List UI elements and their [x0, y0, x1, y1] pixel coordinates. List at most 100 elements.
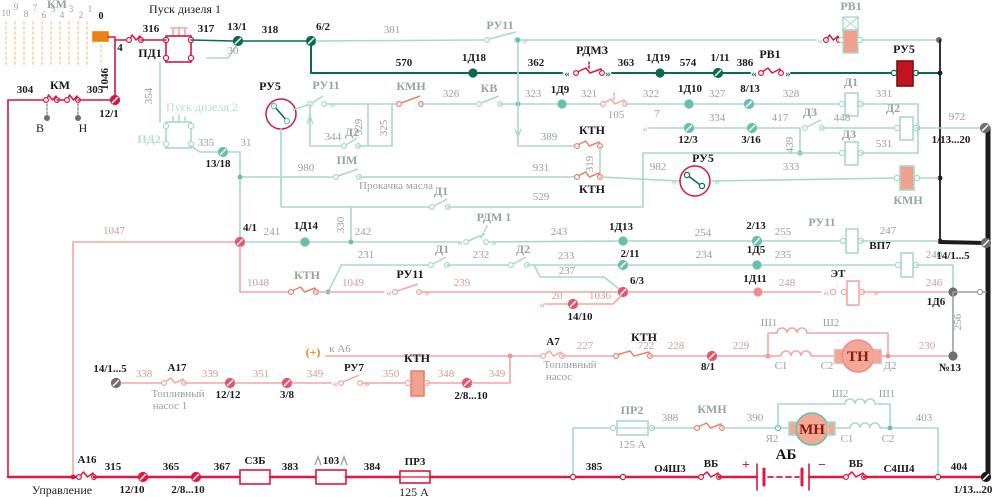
label-384: 384 — [364, 461, 381, 473]
rg-511 — [934, 473, 942, 481]
contact-pm — [333, 168, 363, 181]
label-570: 570 — [396, 57, 413, 69]
w-382 — [806, 332, 889, 357]
label-2/11: 2/11 — [621, 248, 640, 260]
label-9: 9 — [14, 2, 19, 12]
bx-455 — [827, 421, 836, 436]
node-8-13 — [743, 98, 755, 110]
w-59 — [190, 39, 234, 42]
w-448 — [777, 403, 846, 429]
bx-392 — [873, 349, 882, 364]
label-КТН: КТН — [579, 123, 606, 137]
km-contact-top — [125, 34, 145, 43]
contact-d2-aux — [341, 137, 362, 150]
label-Топливный: Топливный — [151, 388, 204, 400]
contact-d1-aux — [429, 198, 452, 211]
label-105: 105 — [608, 109, 625, 121]
label-10: 10 — [2, 8, 12, 18]
rg-125 — [890, 69, 898, 77]
label-ВП7: ВП7 — [869, 240, 891, 252]
label-В: В — [36, 121, 44, 135]
w-321 — [239, 245, 290, 293]
label-328: 328 — [783, 88, 800, 100]
label-386: 386 — [737, 57, 754, 69]
label-Ш2: Ш2 — [832, 388, 849, 400]
label-448: 448 — [834, 112, 851, 124]
dt-113 — [655, 68, 665, 78]
node-12-10 — [137, 471, 149, 483]
rg-251 — [893, 174, 901, 182]
label-243: 243 — [551, 226, 568, 238]
label-2/8...10: 2/8...10 — [454, 390, 488, 402]
jd-465 — [70, 474, 76, 480]
node-2-8-10 — [461, 377, 473, 389]
contact-d1-2 — [428, 256, 451, 269]
coil-kmn — [899, 165, 915, 191]
w-142 — [292, 103, 311, 111]
label-248: 248 — [779, 277, 796, 289]
label-6: 6 — [42, 10, 47, 20]
label-Д1: Д1 — [435, 242, 449, 256]
ch-106: « — [564, 68, 570, 80]
switch-a7 — [539, 350, 565, 360]
node-6-3 — [617, 286, 629, 298]
label-РУ5: РУ5 — [692, 151, 714, 165]
label-417: 417 — [772, 112, 789, 124]
label-228: 228 — [668, 340, 685, 352]
label-388: 388 — [662, 412, 679, 424]
label-315: 315 — [105, 461, 122, 473]
label-−: − — [818, 458, 826, 473]
label-8: 8 — [24, 9, 29, 19]
label-254: 254 — [695, 227, 712, 239]
label-980: 980 — [298, 162, 315, 174]
label-235: 235 — [775, 249, 792, 261]
contact-ktn-3 — [288, 286, 320, 296]
label-316: 316 — [143, 23, 160, 35]
label-239: 239 — [454, 277, 471, 289]
label-А7: А7 — [546, 336, 560, 348]
label-439: 439 — [784, 136, 796, 153]
ch-418: « — [332, 378, 338, 390]
ch-119: « — [751, 68, 757, 80]
label-5: 5 — [51, 4, 56, 14]
controller-km-title: КМ — [47, 0, 67, 11]
label-403: 403 — [916, 412, 933, 424]
dt-281 — [618, 236, 628, 246]
contact-kmn-2 — [693, 422, 725, 432]
label-14/1...5: 14/1...5 — [93, 363, 127, 375]
jd-132 — [937, 70, 943, 76]
w-432 — [471, 355, 511, 384]
label-КМН: КМН — [697, 402, 727, 416]
label-229: 229 — [733, 340, 750, 352]
label-РУ11: РУ11 — [396, 267, 423, 281]
label-931: 931 — [533, 162, 550, 174]
label-Топливный: Топливный — [543, 359, 596, 371]
label-Пуск-дизеля-1: Пуск дизеля 1 — [149, 2, 221, 16]
bx-453 — [788, 421, 797, 436]
w-67 — [206, 45, 237, 59]
label-1049: 1049 — [342, 277, 365, 289]
fuse-pr2 — [616, 420, 649, 436]
label-С2: С2 — [882, 433, 895, 445]
label-РУ5: РУ5 — [893, 42, 915, 56]
rg-347 — [829, 288, 837, 296]
dt-167 — [557, 99, 567, 109]
contact-rv1 — [757, 67, 784, 76]
bx-390 — [834, 349, 843, 364]
switch-vb-2 — [842, 471, 867, 481]
rg-97 — [837, 36, 845, 44]
label-С2: С2 — [821, 360, 834, 372]
label-304: 304 — [17, 84, 34, 96]
label-338: 338 — [136, 368, 153, 380]
label-322: 322 — [643, 88, 660, 100]
node-2-11 — [617, 259, 629, 271]
label-317: 317 — [198, 23, 215, 35]
label-Д2: Д2 — [516, 242, 530, 256]
contact-d2-2 — [508, 256, 530, 269]
contact-105 — [599, 98, 628, 107]
label-РВ1: РВ1 — [840, 0, 861, 13]
node-2-13 — [751, 235, 763, 247]
label-329: 329 — [353, 118, 365, 135]
label-Д1: Д1 — [844, 75, 858, 89]
node-14-1-5 — [110, 377, 122, 389]
